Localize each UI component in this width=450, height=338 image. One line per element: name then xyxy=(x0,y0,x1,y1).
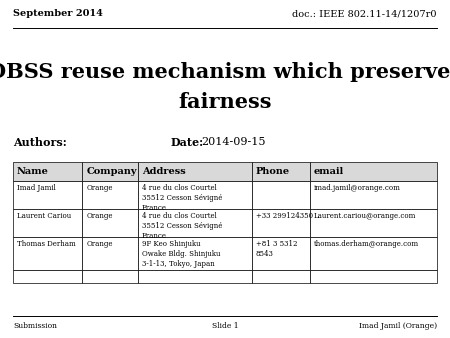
Text: OBSS reuse mechanism which preserves: OBSS reuse mechanism which preserves xyxy=(0,62,450,82)
Bar xyxy=(252,181,310,209)
Bar xyxy=(138,181,252,209)
Text: 9F Keo Shinjuku
Owake Bldg. Shinjuku
3-1-13, Tokyo, Japan: 9F Keo Shinjuku Owake Bldg. Shinjuku 3-1… xyxy=(142,240,220,268)
Bar xyxy=(82,270,138,283)
Text: Address: Address xyxy=(142,167,186,176)
Text: 4 rue du clos Courtel
35512 Cesson Sévigné
France: 4 rue du clos Courtel 35512 Cesson Sévig… xyxy=(142,212,222,240)
Bar xyxy=(13,181,82,209)
Text: Authors:: Authors: xyxy=(13,137,67,147)
Bar xyxy=(252,162,310,181)
Text: Name: Name xyxy=(17,167,49,176)
Text: imad.jamil@orange.com: imad.jamil@orange.com xyxy=(314,184,400,192)
Text: email: email xyxy=(314,167,344,176)
Bar xyxy=(82,209,138,237)
Text: Date:: Date: xyxy=(171,137,204,147)
Text: doc.: IEEE 802.11-14/1207r0: doc.: IEEE 802.11-14/1207r0 xyxy=(292,9,437,19)
Text: 4 rue du clos Courtel
35512 Cesson Sévigné
France: 4 rue du clos Courtel 35512 Cesson Sévig… xyxy=(142,184,222,212)
Bar xyxy=(252,209,310,237)
Text: Company: Company xyxy=(86,167,137,176)
Text: +81 3 5312
8543: +81 3 5312 8543 xyxy=(256,240,297,258)
Bar xyxy=(252,270,310,283)
Bar xyxy=(138,162,252,181)
Text: Thomas Derham: Thomas Derham xyxy=(17,240,76,248)
Bar xyxy=(310,181,437,209)
Bar xyxy=(310,237,437,270)
Text: Submission: Submission xyxy=(13,322,57,330)
Bar xyxy=(310,270,437,283)
Text: Phone: Phone xyxy=(256,167,290,176)
Bar xyxy=(252,237,310,270)
Bar xyxy=(138,237,252,270)
Bar xyxy=(138,270,252,283)
Bar xyxy=(13,162,82,181)
Bar xyxy=(138,209,252,237)
Text: Orange: Orange xyxy=(86,240,112,248)
Bar xyxy=(13,270,82,283)
Text: Orange: Orange xyxy=(86,212,112,220)
Text: Orange: Orange xyxy=(86,184,112,192)
Text: thomas.derham@orange.com: thomas.derham@orange.com xyxy=(314,240,419,248)
Text: fairness: fairness xyxy=(178,92,272,112)
Text: Imad Jamil (Orange): Imad Jamil (Orange) xyxy=(359,322,437,330)
Bar xyxy=(82,237,138,270)
Text: Laurent.cariou@orange.com: Laurent.cariou@orange.com xyxy=(314,212,416,220)
Text: Laurent Cariou: Laurent Cariou xyxy=(17,212,71,220)
Bar xyxy=(13,209,82,237)
Text: Imad Jamil: Imad Jamil xyxy=(17,184,56,192)
Bar xyxy=(82,162,138,181)
Text: +33 299124350: +33 299124350 xyxy=(256,212,313,220)
Text: Slide 1: Slide 1 xyxy=(212,322,239,330)
Text: September 2014: September 2014 xyxy=(13,9,103,19)
Bar xyxy=(310,162,437,181)
Bar xyxy=(13,237,82,270)
Text: 2014-09-15: 2014-09-15 xyxy=(201,137,266,147)
Bar xyxy=(310,209,437,237)
Bar xyxy=(82,181,138,209)
